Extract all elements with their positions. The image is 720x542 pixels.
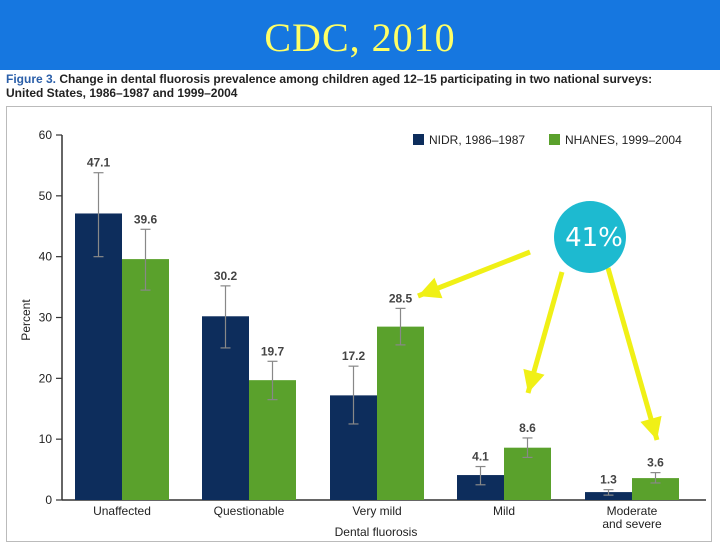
- chart-labels: 47.1 30.2 17.2 4.1 1.3 39.6 19.7 28.5 8.6 3.6 Unaf…: [87, 156, 664, 531]
- legend-swatch: [413, 134, 424, 145]
- legend-swatch: [549, 134, 560, 145]
- x-tick-label: Very mild: [352, 504, 401, 518]
- figure-caption-line2: United States, 1986–1987 and 1999–2004: [6, 86, 238, 100]
- figure-caption: Figure 3. Change in dental fluorosis pre…: [6, 72, 706, 100]
- y-tick-label: 50: [39, 189, 53, 203]
- data-label: 19.7: [261, 344, 285, 358]
- chart-bars: [75, 172, 679, 500]
- y-tick-label: 10: [39, 432, 53, 446]
- x-tick-label: Mild: [493, 504, 515, 518]
- bar: [585, 492, 632, 500]
- arrow-shaft: [605, 267, 660, 441]
- bar: [377, 326, 424, 500]
- callout-circle: [554, 201, 626, 273]
- arrow-head: [523, 368, 545, 393]
- y-tick-label: 20: [39, 371, 53, 385]
- slide-title: CDC, 2010: [264, 15, 456, 60]
- y-tick-label: 60: [39, 128, 53, 142]
- slide-header: CDC, 2010: [0, 0, 720, 70]
- legend-label: NIDR, 1986–1987: [429, 133, 525, 147]
- y-axis-label: Percent: [19, 299, 33, 341]
- figure-caption-line1: Change in dental fluorosis prevalence am…: [59, 72, 653, 86]
- data-label: 28.5: [389, 291, 413, 305]
- callout-label: 41%: [565, 223, 623, 253]
- data-label: 8.6: [519, 421, 536, 435]
- data-label: 3.6: [647, 456, 664, 470]
- data-label: 17.2: [342, 349, 366, 363]
- chart-legend: NIDR, 1986–1987 NHANES, 1999–2004: [413, 133, 682, 147]
- data-label: 47.1: [87, 156, 111, 170]
- x-tick-label: Questionable: [214, 504, 285, 518]
- data-label: 1.3: [600, 473, 617, 487]
- x-tick-label: Moderate: [607, 504, 658, 518]
- x-tick-label: and severe: [602, 517, 662, 531]
- arrow-head: [640, 415, 662, 440]
- y-tick-label: 40: [39, 250, 53, 264]
- data-label: 30.2: [214, 269, 238, 283]
- legend-label: NHANES, 1999–2004: [565, 133, 682, 147]
- chart-annotations: 41%: [417, 201, 662, 441]
- bar: [75, 213, 122, 500]
- figure-label: Figure 3.: [6, 72, 57, 86]
- y-tick-label: 0: [45, 493, 52, 507]
- bar: [632, 478, 679, 500]
- arrow-head: [418, 277, 443, 299]
- chart-axes: 0 10 20 30 40 50 60 Percent Dental fluorosis: [19, 128, 706, 539]
- x-tick-label: Unaffected: [93, 504, 151, 518]
- y-tick-label: 30: [39, 311, 53, 325]
- data-label: 39.6: [134, 212, 158, 226]
- bar: [122, 259, 169, 500]
- x-axis-label: Dental fluorosis: [335, 525, 418, 539]
- data-label: 4.1: [472, 450, 489, 464]
